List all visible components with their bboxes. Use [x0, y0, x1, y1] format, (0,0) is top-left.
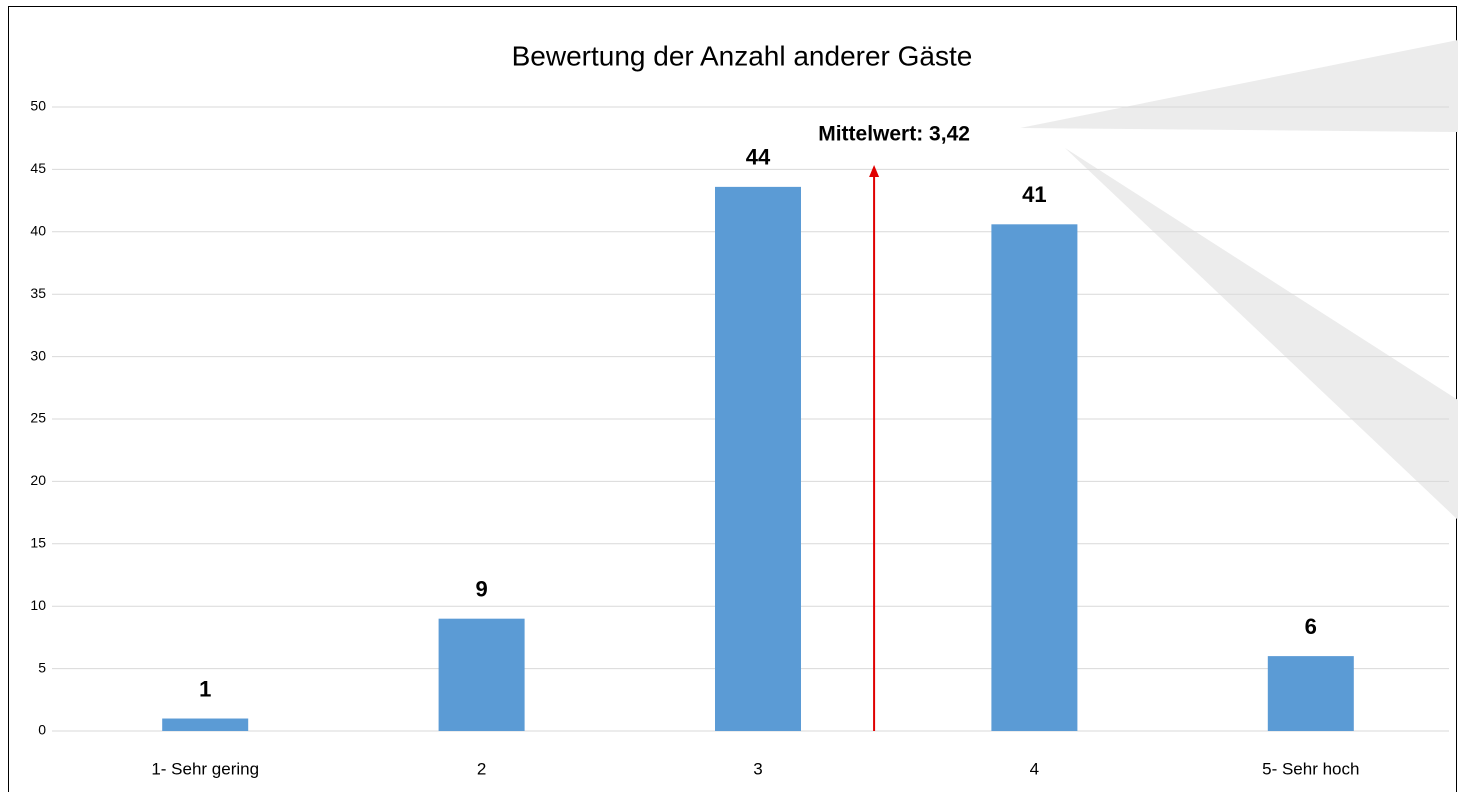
y-tick-label: 25	[30, 410, 46, 426]
value-label: 1	[199, 676, 211, 701]
value-label: 44	[746, 145, 771, 170]
y-tick-label: 5	[38, 659, 46, 675]
x-tick-label: 1- Sehr gering	[151, 759, 259, 778]
decoration	[1065, 148, 1458, 520]
x-tick-label: 4	[1030, 759, 1039, 778]
y-tick-label: 10	[30, 597, 46, 613]
x-tick-label: 3	[753, 759, 762, 778]
decoration	[1020, 40, 1458, 132]
mean-label: Mittelwert: 3,42	[818, 123, 970, 146]
y-tick-label: 0	[38, 722, 46, 738]
bar	[438, 618, 525, 731]
y-tick-label: 15	[30, 535, 46, 551]
x-tick-label: 2	[477, 759, 486, 778]
value-label: 41	[1022, 182, 1046, 207]
mean-arrowhead	[869, 165, 880, 177]
bar	[715, 186, 801, 731]
x-tick-label: 5- Sehr hoch	[1262, 759, 1359, 778]
chart-title: Bewertung der Anzahl anderer Gäste	[512, 40, 973, 71]
y-tick-label: 45	[30, 160, 46, 176]
y-tick-label: 50	[30, 98, 46, 114]
value-label: 6	[1305, 614, 1317, 639]
y-tick-label: 35	[30, 285, 46, 301]
bar	[1267, 656, 1354, 731]
bar	[991, 224, 1078, 731]
y-tick-label: 40	[30, 223, 46, 239]
bar	[162, 718, 249, 731]
y-tick-label: 20	[30, 472, 46, 488]
value-label: 9	[475, 576, 487, 601]
y-tick-label: 30	[30, 347, 46, 363]
